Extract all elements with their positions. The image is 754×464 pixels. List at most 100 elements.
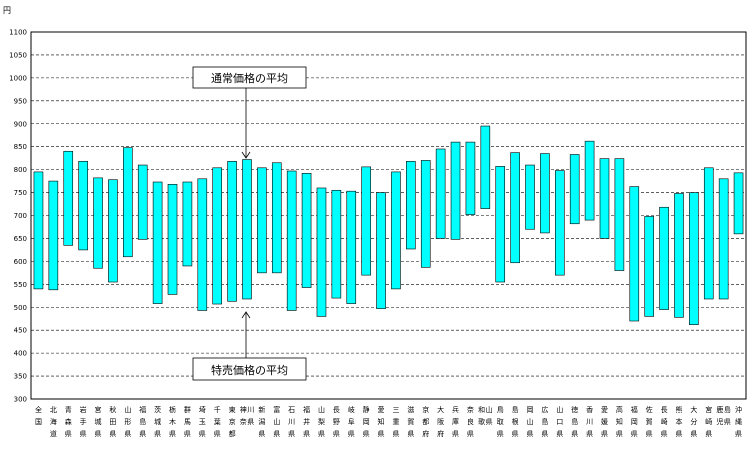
x-category-char: 県 [541,430,548,438]
range-bar [599,158,610,239]
x-category-label: 全国 [35,405,42,426]
x-category-char: 佐 [646,405,653,414]
x-category-label: 茨城県 [154,405,161,438]
x-category-char: 島 [541,417,548,426]
range-bar [465,141,476,215]
x-category-char: 奈 [240,417,247,426]
x-category-label: 長野県 [333,406,340,438]
range-bar [480,125,491,209]
x-axis-category-labels: 全国北海道青森県岩手県宮城県秋田県山形県福島県茨城県栃木県群馬県埼玉県千葉県東京… [35,405,742,438]
range-bar [376,192,386,309]
x-category-char: 県 [392,430,399,438]
range-bar [346,190,357,304]
range-bar [227,161,237,302]
y-tick-label: 400 [14,350,27,358]
range-bar [271,162,282,274]
x-category-char: 根 [512,417,519,426]
x-category-char: 県 [631,430,638,438]
x-category-label: 大分県 [690,405,697,438]
x-category-char: 賀 [646,417,653,426]
range-bar [540,153,550,234]
x-category-char: 知 [378,417,385,426]
x-category-char: 県 [735,430,742,438]
plot-area [30,31,747,400]
x-category-char: 岡 [363,418,370,426]
x-category-char: 埼 [199,405,206,414]
x-category-label: 大阪府 [437,405,444,438]
x-category-char: 県 [154,430,161,438]
range-bar [123,147,133,258]
y-tick-label: 450 [14,327,27,335]
x-category-char: 県 [724,418,731,426]
y-tick-label: 1100 [9,29,27,37]
x-category-char: 長 [661,406,668,414]
range-bar [33,171,44,290]
x-category-char: 県 [214,430,221,438]
y-tick-label: 950 [14,97,27,105]
x-category-char: 島 [512,405,519,414]
x-category-char: 山 [318,405,325,414]
x-category-char: 県 [333,430,340,438]
range-bar [406,161,416,250]
x-category-char: 野 [333,418,340,426]
x-category-char: 川 [586,418,593,426]
x-category-char: 県 [661,430,668,438]
range-bar [63,150,74,246]
range-bar [242,159,252,300]
x-category-char: 山 [273,417,280,426]
range-bar [391,171,401,290]
x-category-char: 府 [437,429,444,438]
x-category-char: 森 [65,417,72,426]
x-category-char: 県 [646,430,653,438]
x-category-label: 滋賀県 [407,405,414,438]
x-category-char: 児 [716,417,723,426]
x-category-label: 島根県 [512,405,519,438]
x-category-label: 山口県 [556,405,563,438]
y-tick-label: 850 [14,143,27,151]
x-category-char: 島 [724,405,731,414]
x-category-label: 兵庫県 [452,405,459,438]
x-category-label: 北海道 [50,406,57,438]
x-category-label: 埼玉県 [199,405,206,438]
range-bar [316,187,327,317]
range-bar [420,160,431,268]
gridlines [31,54,746,377]
x-category-char: 青 [65,405,72,414]
annotation-regular-box [192,66,307,89]
x-category-label: 福島県 [139,405,146,438]
x-category-char: 川 [247,406,254,414]
x-category-char: 島 [139,417,146,426]
x-category-char: 新 [258,405,265,414]
annotation-sale-box [192,357,307,381]
range-bar [733,172,744,235]
x-category-label: 岡山県 [527,406,534,438]
x-category-char: 山 [124,405,131,414]
x-category-char: 県 [109,430,116,438]
x-category-char: 県 [378,430,385,438]
x-category-char: 潟 [258,417,265,426]
x-category-char: 県 [258,430,265,438]
x-category-label: 山形県 [124,405,131,438]
x-category-char: 兵 [452,405,459,414]
x-category-char: 茨 [154,405,161,414]
x-category-char: 香 [586,405,593,414]
x-category-char: 岐 [348,405,355,414]
x-category-char: 鹿 [716,405,723,414]
range-bar [659,206,669,310]
annotation-sale-price: 特売価格の平均 [192,311,307,381]
x-category-char: 木 [169,417,176,426]
x-category-char: 都 [229,430,236,438]
y-tick-label: 700 [14,212,27,220]
annotation-regular-label: 通常価格の平均 [211,71,288,85]
x-category-char: 井 [303,417,310,426]
x-category-char: 栃 [169,405,176,414]
x-category-char: 県 [690,430,697,438]
x-category-char: 県 [80,430,87,438]
x-category-char: 県 [527,430,534,438]
range-bar [629,186,640,322]
x-category-char: 県 [601,430,608,438]
x-category-char: 三 [392,406,399,414]
x-category-char: 阪 [437,417,444,426]
x-category-label: 愛知県 [378,405,385,438]
